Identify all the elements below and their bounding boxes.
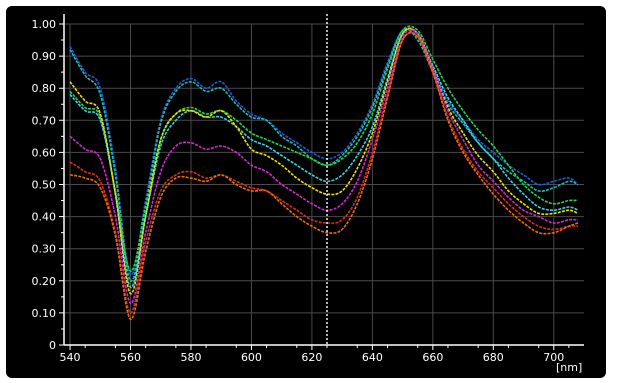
tick-labels: 540 560 580 600 620 640 660 680 700 0 0.10 0.20 0.30…: [32, 18, 583, 374]
x-tick-label: 540: [60, 351, 81, 364]
x-tick-label: 580: [180, 351, 201, 364]
y-tick-label: 0.30: [32, 243, 57, 256]
series-line-6: [69, 32, 579, 314]
spectrum-chart: 540 560 580 600 620 640 660 680 700 0 0.10 0.20 0.30…: [32, 14, 584, 374]
y-tick-label: 0.10: [32, 307, 57, 320]
x-tick-label: 680: [483, 351, 504, 364]
series-line-5: [69, 29, 579, 305]
x-tick-label: 600: [241, 351, 262, 364]
series-line-3: [69, 28, 579, 289]
x-tick-label: 700: [543, 351, 564, 364]
y-tick-label: 0.80: [32, 82, 57, 95]
y-tick-label: 0.60: [32, 146, 57, 159]
y-tick-label: 0.90: [32, 50, 57, 63]
x-tick-label: 660: [422, 351, 443, 364]
y-tick-label: 0.40: [32, 211, 57, 224]
x-tick-label: 640: [362, 351, 383, 364]
series-group: [69, 25, 579, 321]
series-line-1: [69, 28, 579, 282]
y-tick-label: 0.70: [32, 114, 57, 127]
series-line-4: [69, 27, 579, 295]
axes: [59, 14, 584, 350]
x-tick-label: 620: [301, 351, 322, 364]
x-unit-label: [nm]: [556, 361, 582, 374]
y-tick-label: 0.20: [32, 275, 57, 288]
x-tick-label: 560: [120, 351, 141, 364]
chart-frame: 540 560 580 600 620 640 660 680 700 0 0.10 0.20 0.30…: [6, 6, 606, 378]
series-line-7: [69, 31, 579, 321]
y-tick-label: 0.50: [32, 179, 57, 192]
series-line-0: [69, 27, 579, 276]
y-tick-label: 1.00: [32, 18, 57, 31]
y-tick-label: 0: [49, 339, 56, 352]
grid: [64, 23, 584, 345]
series-line-2: [69, 25, 579, 273]
